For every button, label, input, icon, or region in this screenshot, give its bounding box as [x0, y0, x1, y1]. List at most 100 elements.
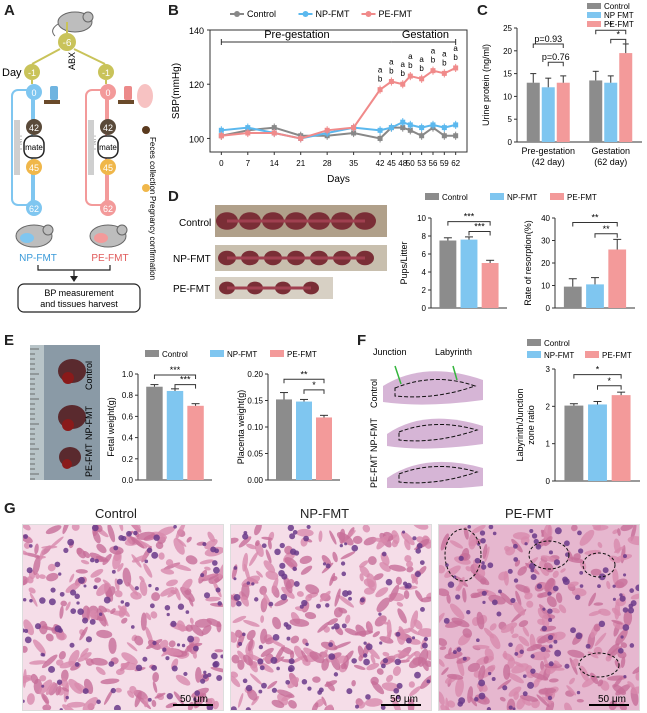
g-title-control: Control — [95, 506, 137, 521]
x-category-label: (42 day) — [532, 157, 565, 167]
legend-preg: Pregnancy confirmation — [148, 196, 157, 280]
bar — [481, 263, 499, 308]
data-point — [430, 68, 436, 74]
f-label-control: Control — [369, 379, 379, 408]
x-tick-label: 50 — [406, 159, 415, 168]
sig-bracket — [447, 221, 491, 226]
y-tick-label: 0.6 — [122, 412, 134, 421]
sig-bracket — [174, 384, 197, 389]
data-point — [407, 122, 413, 128]
data-point — [407, 73, 413, 79]
legend-swatch — [550, 193, 564, 200]
sig-annotation: a — [389, 58, 394, 67]
y-axis-label: Placenta weight(g) — [236, 390, 246, 465]
bar — [619, 53, 633, 142]
y-tick-label: 20 — [503, 47, 512, 56]
bar — [526, 82, 540, 142]
legend-label: NP-FMT — [507, 193, 537, 202]
legend-label: Control — [544, 339, 570, 348]
legend-label: NP-FMT — [227, 350, 257, 359]
data-point — [400, 125, 406, 131]
data-point — [441, 133, 447, 139]
sig-annotation: * — [312, 380, 316, 390]
g-title-np: NP-FMT — [300, 506, 350, 521]
d-label-control: Control — [179, 218, 211, 229]
panel-label-b: B — [168, 2, 179, 19]
y-tick-label: 2 — [546, 402, 551, 411]
bar — [611, 395, 631, 481]
svg-text:45: 45 — [29, 163, 39, 173]
data-point — [218, 127, 224, 133]
data-point — [271, 130, 277, 136]
legend-swatch — [587, 3, 601, 9]
legend-label: PE-FMT — [287, 350, 317, 359]
bar — [316, 417, 332, 480]
data-point — [388, 125, 394, 131]
bar — [276, 399, 292, 480]
bar — [556, 82, 570, 142]
y-tick-label: 0.10 — [247, 423, 263, 432]
panel-c-chart: 0 5 10 15 20 25 Urine protein (ng/ml) ControlNP… — [481, 2, 642, 167]
svg-text:42: 42 — [29, 123, 39, 133]
sig-annotation: b — [401, 69, 406, 78]
svg-text:0: 0 — [105, 88, 110, 98]
y-tick-label: 0.00 — [247, 476, 263, 485]
y-axis-label: Labyrinth/Junction — [515, 388, 525, 461]
sig-annotation: p=0.76 — [542, 52, 570, 62]
day-minus6: -6 — [63, 38, 72, 49]
legend-label: Control — [442, 193, 468, 202]
bottle-icon — [44, 86, 60, 104]
y-tick-label: 30 — [541, 237, 550, 246]
sig-bracket — [468, 231, 491, 236]
y-tick-label: 6 — [422, 250, 427, 259]
mouse-icon — [52, 11, 94, 37]
y-axis-label: Pups/Litter — [399, 241, 409, 284]
panel-label-d: D — [168, 188, 179, 205]
y-axis-label: Urine protein (ng/ml) — [481, 44, 491, 126]
data-point — [453, 122, 459, 128]
legend-swatch — [587, 12, 601, 18]
data-point — [245, 130, 251, 136]
legend-label: PE-FMT — [602, 351, 632, 360]
d-label-pe: PE-FMT — [173, 284, 210, 295]
data-point — [377, 127, 383, 133]
x-category-label: (62 day) — [594, 157, 627, 167]
y-tick-label: 0.15 — [247, 397, 263, 406]
feces-legend-dot — [142, 126, 150, 134]
data-point — [324, 127, 330, 133]
y-axis-label: zone ratio — [526, 405, 536, 445]
bar — [439, 240, 457, 308]
bar — [460, 239, 478, 308]
legend-swatch — [270, 350, 284, 357]
panel-label-a: A — [4, 2, 15, 19]
x-tick-label: 14 — [270, 159, 279, 168]
sig-annotation: b — [389, 67, 394, 76]
data-point — [271, 125, 277, 131]
data-point — [441, 125, 447, 131]
legend-label: Control — [604, 2, 630, 11]
x-tick-label: 42 — [376, 159, 385, 168]
data-point — [400, 119, 406, 125]
y-tick-label: 5 — [508, 115, 513, 124]
bar — [564, 405, 584, 481]
lesion-outline — [528, 540, 570, 570]
y-tick-label: 1 — [546, 440, 551, 449]
bar — [187, 405, 204, 480]
data-point — [419, 76, 425, 82]
x-tick-label: 53 — [417, 159, 426, 168]
svg-text:45: 45 — [103, 163, 113, 173]
gestation-label: Gestation — [402, 29, 449, 41]
lesion-outline — [578, 652, 620, 678]
x-axis-label: Days — [327, 174, 350, 185]
y-tick-label: 40 — [541, 214, 550, 223]
sig-annotation: *** — [180, 375, 191, 385]
histology-np — [230, 524, 432, 711]
legend-swatch — [425, 193, 439, 200]
legend-label: PE-FMT — [567, 193, 597, 202]
bar — [608, 249, 627, 308]
f-label-np: NP-FMT — [369, 418, 379, 452]
sig-bracket — [573, 374, 622, 379]
lesion-outline — [444, 528, 482, 582]
x-tick-label: 48 — [398, 159, 407, 168]
e-label-np: NP-FMT — [84, 406, 94, 440]
